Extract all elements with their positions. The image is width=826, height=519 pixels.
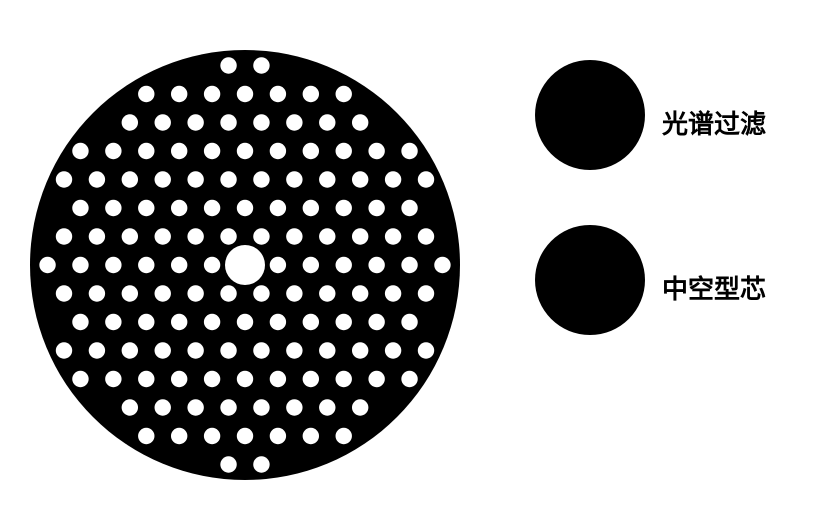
legend-swatch-hollow_core bbox=[535, 225, 645, 335]
legend-label-hollow-core: 中空型芯 bbox=[662, 269, 766, 306]
diagram-canvas: 光谱过滤 中空型芯 bbox=[0, 0, 826, 514]
fiber-cross-section-diagram bbox=[0, 0, 826, 514]
hollow-core bbox=[225, 245, 265, 285]
legend-swatch-spectral_filter bbox=[535, 60, 645, 170]
legend-label-spectral-filter: 光谱过滤 bbox=[662, 104, 766, 141]
